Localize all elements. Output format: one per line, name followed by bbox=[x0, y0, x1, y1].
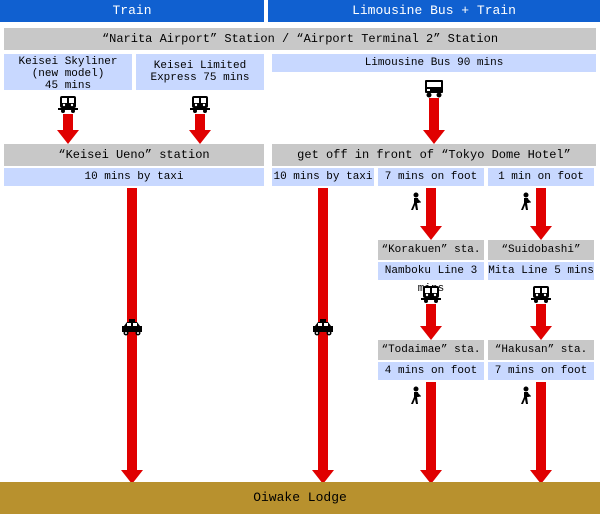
bus-c2-walk1: 7 mins on foot bbox=[378, 168, 484, 186]
arrow bbox=[429, 98, 439, 132]
arrow-head bbox=[423, 130, 445, 144]
train-icon bbox=[529, 284, 553, 304]
bus-c2-walk2: 4 mins on foot bbox=[378, 362, 484, 380]
train-opt2: Keisei Limited Express 75 mins bbox=[136, 54, 264, 90]
arrow bbox=[536, 188, 546, 228]
taxi-icon bbox=[120, 318, 144, 338]
bus-c1-taxi: 10 mins by taxi bbox=[272, 168, 374, 186]
bus-icon bbox=[422, 78, 446, 98]
walk-icon bbox=[514, 386, 534, 406]
arrow-head bbox=[420, 226, 442, 240]
origin-station: “Narita Airport” Station / “Airport Term… bbox=[4, 28, 596, 50]
train-icon bbox=[419, 284, 443, 304]
bus-c3-walk1: 1 min on foot bbox=[488, 168, 594, 186]
arrow bbox=[536, 382, 546, 472]
train-taxi: 10 mins by taxi bbox=[4, 168, 264, 186]
train-icon bbox=[56, 94, 80, 114]
bus-c3-sta2: “Hakusan” sta. bbox=[488, 340, 594, 360]
arrow bbox=[426, 304, 436, 328]
train-opt1: Keisei Skyliner (new model) 45 mins bbox=[4, 54, 132, 90]
header-row: Train Limousine Bus + Train bbox=[0, 0, 600, 22]
keisei-ueno: “Keisei Ueno” station bbox=[4, 144, 264, 166]
arrow bbox=[426, 188, 436, 228]
bus-c3-line: Mita Line 5 mins bbox=[488, 262, 594, 280]
bus-c2-sta2: “Todaimae” sta. bbox=[378, 340, 484, 360]
arrow-head bbox=[420, 326, 442, 340]
taxi-icon bbox=[311, 318, 335, 338]
header-train: Train bbox=[0, 0, 264, 22]
arrow-head bbox=[530, 226, 552, 240]
bus-ride: Limousine Bus 90 mins bbox=[272, 54, 596, 72]
header-bus: Limousine Bus + Train bbox=[268, 0, 600, 22]
walk-icon bbox=[514, 192, 534, 212]
walk-icon bbox=[404, 386, 424, 406]
walk-icon bbox=[404, 192, 424, 212]
arrow bbox=[536, 304, 546, 328]
arrow-head bbox=[189, 130, 211, 144]
arrow-head bbox=[530, 326, 552, 340]
bus-c2-line: Namboku Line 3 mins bbox=[378, 262, 484, 280]
bus-c2-sta1: “Korakuen” sta. bbox=[378, 240, 484, 260]
destination: Oiwake Lodge bbox=[0, 482, 600, 514]
bus-getoff: get off in front of “Tokyo Dome Hotel” bbox=[272, 144, 596, 166]
train-icon bbox=[188, 94, 212, 114]
arrow-head bbox=[57, 130, 79, 144]
bus-c3-sta1: “Suidobashi” sta. bbox=[488, 240, 594, 260]
arrow bbox=[426, 382, 436, 472]
bus-c3-walk2: 7 mins on foot bbox=[488, 362, 594, 380]
